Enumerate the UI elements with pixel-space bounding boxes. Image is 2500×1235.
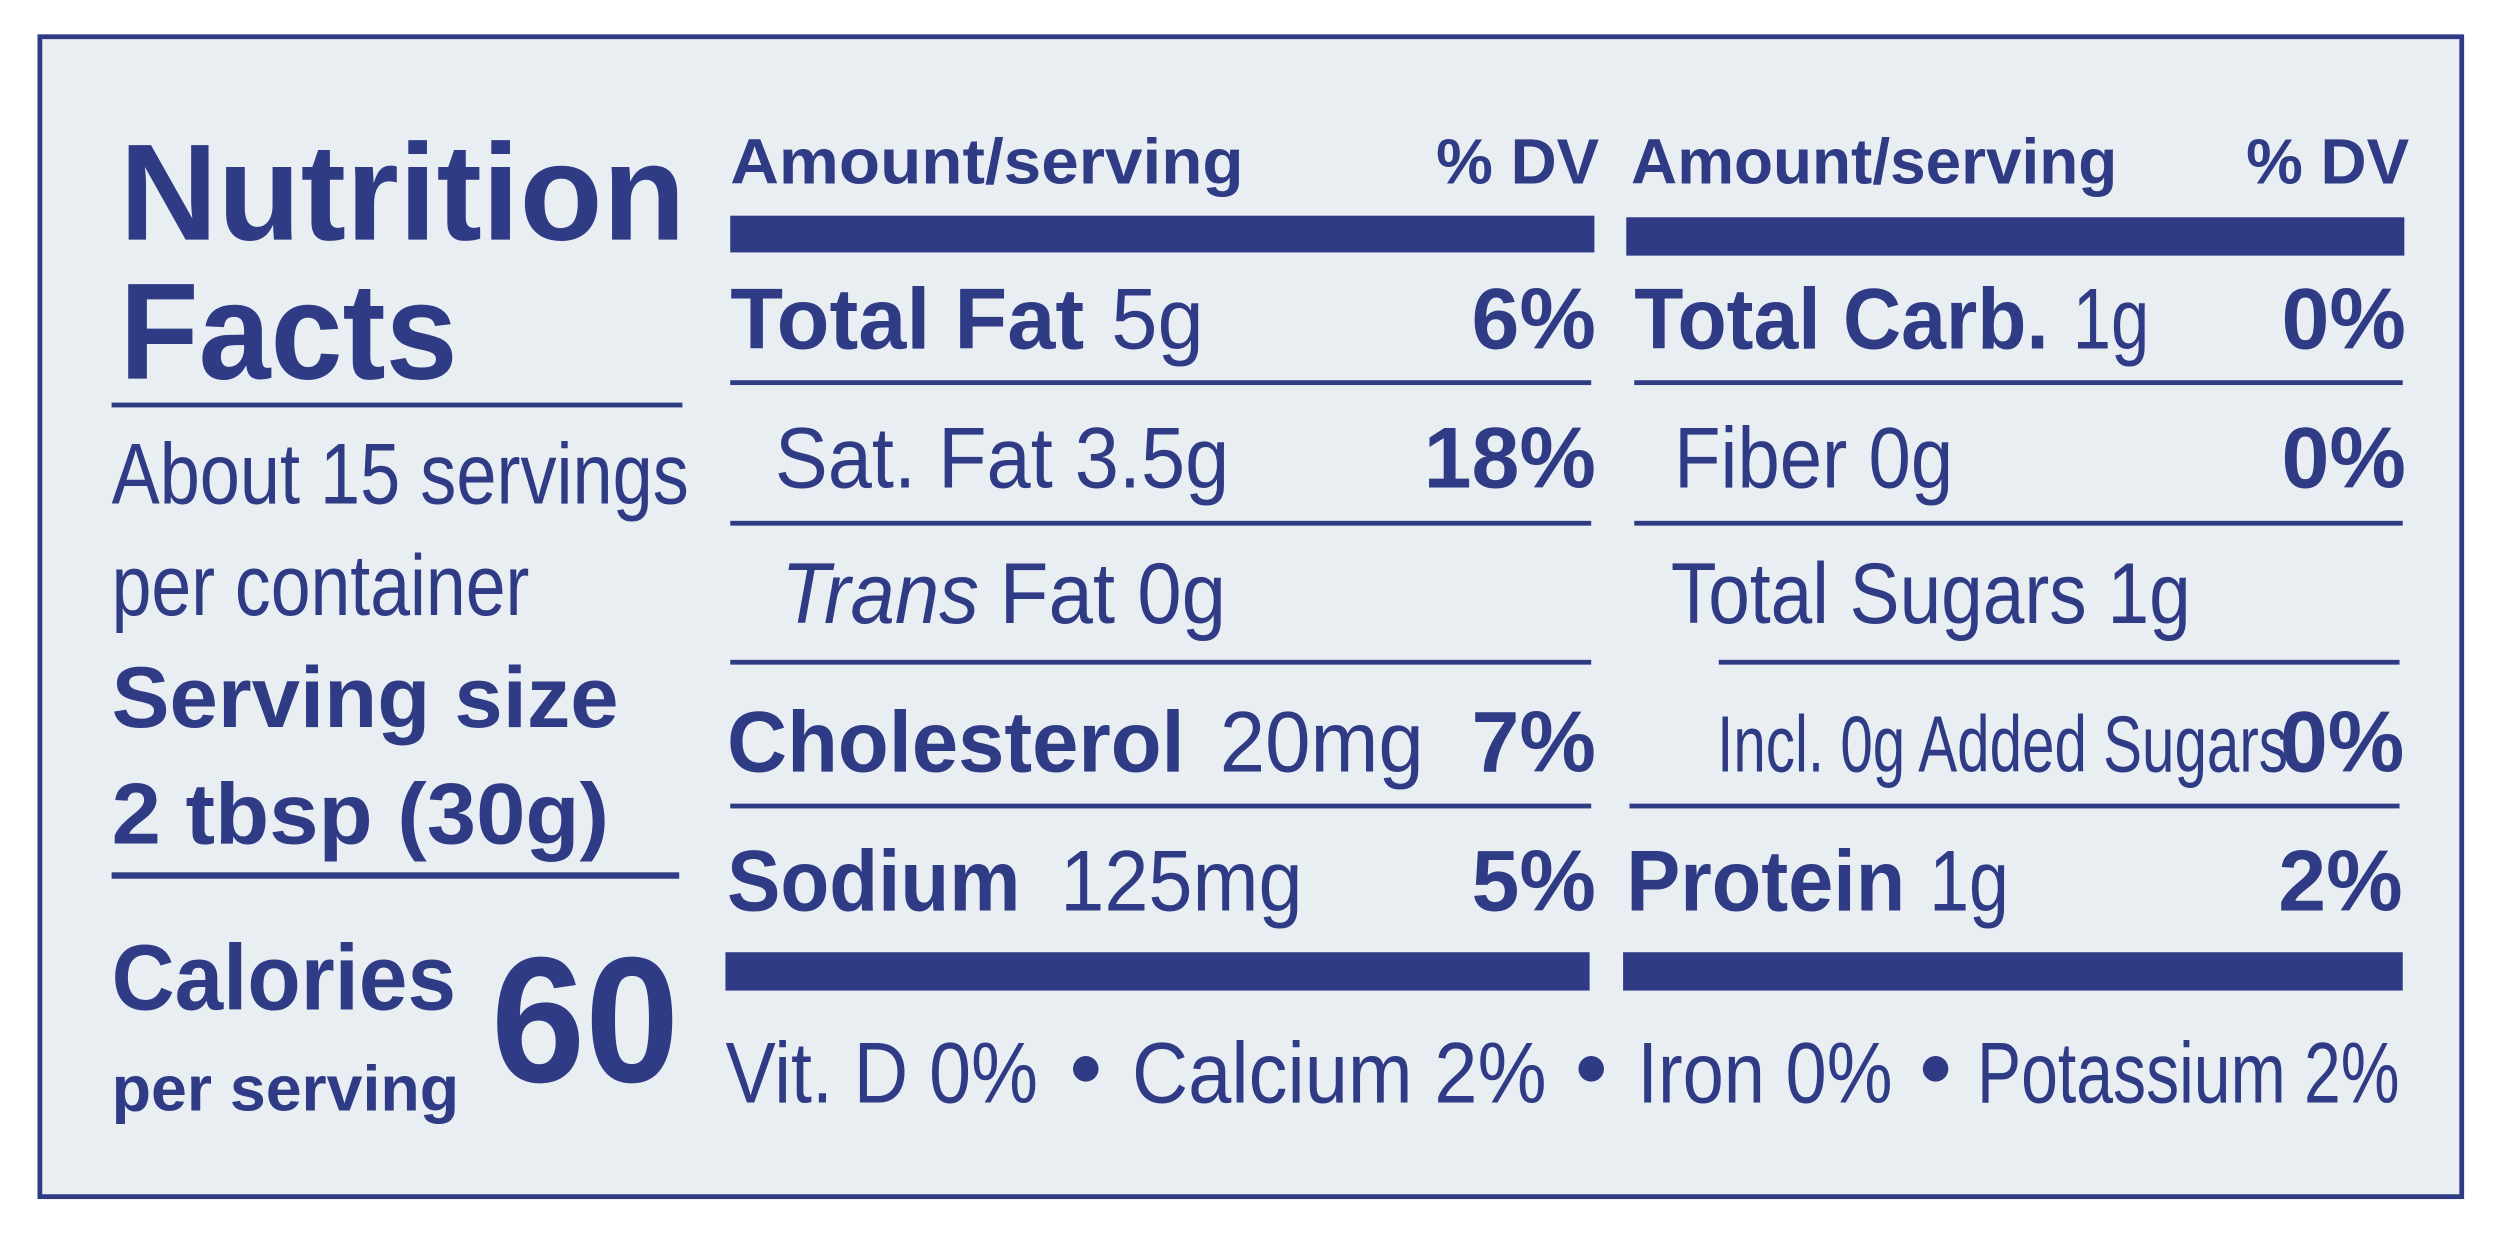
vitamin: Potassium 2% — [1977, 1025, 2400, 1121]
divider — [1634, 520, 2403, 526]
vitamin: Iron 0% — [1637, 1025, 1892, 1121]
servings: per container — [112, 538, 530, 634]
calories-value: 60 — [491, 919, 679, 1119]
divider — [730, 803, 1592, 809]
nutrient-dv: 2% — [2278, 834, 2402, 930]
nutrient-name: Total Fat — [730, 271, 1084, 367]
divider — [1629, 803, 2400, 809]
nutrient-dv: 5% — [1472, 834, 1596, 930]
nutrient-dv: 0% — [2280, 695, 2404, 791]
title: Nutrition — [120, 117, 686, 270]
vitamin: Calcium 2% — [1132, 1025, 1547, 1121]
column-header: % DV — [2246, 126, 2409, 198]
bullet — [1922, 1056, 1949, 1082]
divider — [111, 872, 680, 879]
divider — [730, 659, 1592, 665]
calories-sublabel: per serving — [112, 1052, 460, 1124]
thick-rule — [725, 952, 1590, 991]
nutrient-dv: 18% — [1424, 410, 1596, 506]
nutrient-name: Protein — [1626, 834, 1905, 930]
nutrient-name: Total Sugars 1g — [1671, 546, 2191, 642]
nutrient-dv: 0% — [2282, 271, 2406, 367]
thick-rule — [1626, 217, 2405, 256]
column-header: Amount/serving — [1631, 126, 2117, 198]
nutrient-name-italic: Trans — [781, 546, 979, 642]
nutrient-amount: 5g — [1111, 271, 1203, 367]
serving-size: Serving size — [112, 650, 619, 746]
divider — [111, 402, 683, 408]
nutrient-dv: 7% — [1472, 695, 1596, 791]
divider — [730, 520, 1592, 526]
nutrient-amount: 20mg — [1220, 695, 1424, 791]
column-header: % DV — [1436, 126, 1599, 198]
title: Facts — [120, 256, 458, 409]
divider — [1718, 659, 2400, 665]
nutrient-dv: 6% — [1472, 271, 1596, 367]
calories-label: Calories — [112, 926, 456, 1030]
divider — [1634, 380, 2403, 386]
nutrient-name: Cholesterol — [727, 695, 1185, 791]
vitamin: Vit. D 0% — [725, 1025, 1038, 1121]
nutrient-name: Total Carb. — [1634, 271, 2049, 367]
thick-rule — [730, 215, 1595, 253]
column-header: Amount/serving — [730, 126, 1243, 198]
nutrient-name: Sat. Fat 3.5g — [775, 410, 1229, 506]
nutrient-dv: 0% — [2282, 410, 2406, 506]
bullet — [1073, 1056, 1099, 1082]
serving-size: 2 tbsp (30g) — [112, 766, 609, 862]
nutrient-amount: 1g — [2073, 271, 2150, 367]
divider — [730, 380, 1592, 386]
servings: About 15 servings — [112, 426, 689, 522]
thick-rule — [1623, 952, 2403, 991]
nutrient-amount: 125mg — [1060, 834, 1302, 930]
bullet — [1578, 1056, 1604, 1082]
nutrient-name: Sodium — [727, 834, 1020, 930]
nutrient-amount: 1g — [1929, 834, 2009, 930]
nutrient-name: Fat 0g — [1000, 546, 1226, 642]
nutrient-name: Fiber 0g — [1674, 410, 1953, 506]
nutrient-name: Incl. 0g Added Sugars — [1717, 700, 2288, 789]
